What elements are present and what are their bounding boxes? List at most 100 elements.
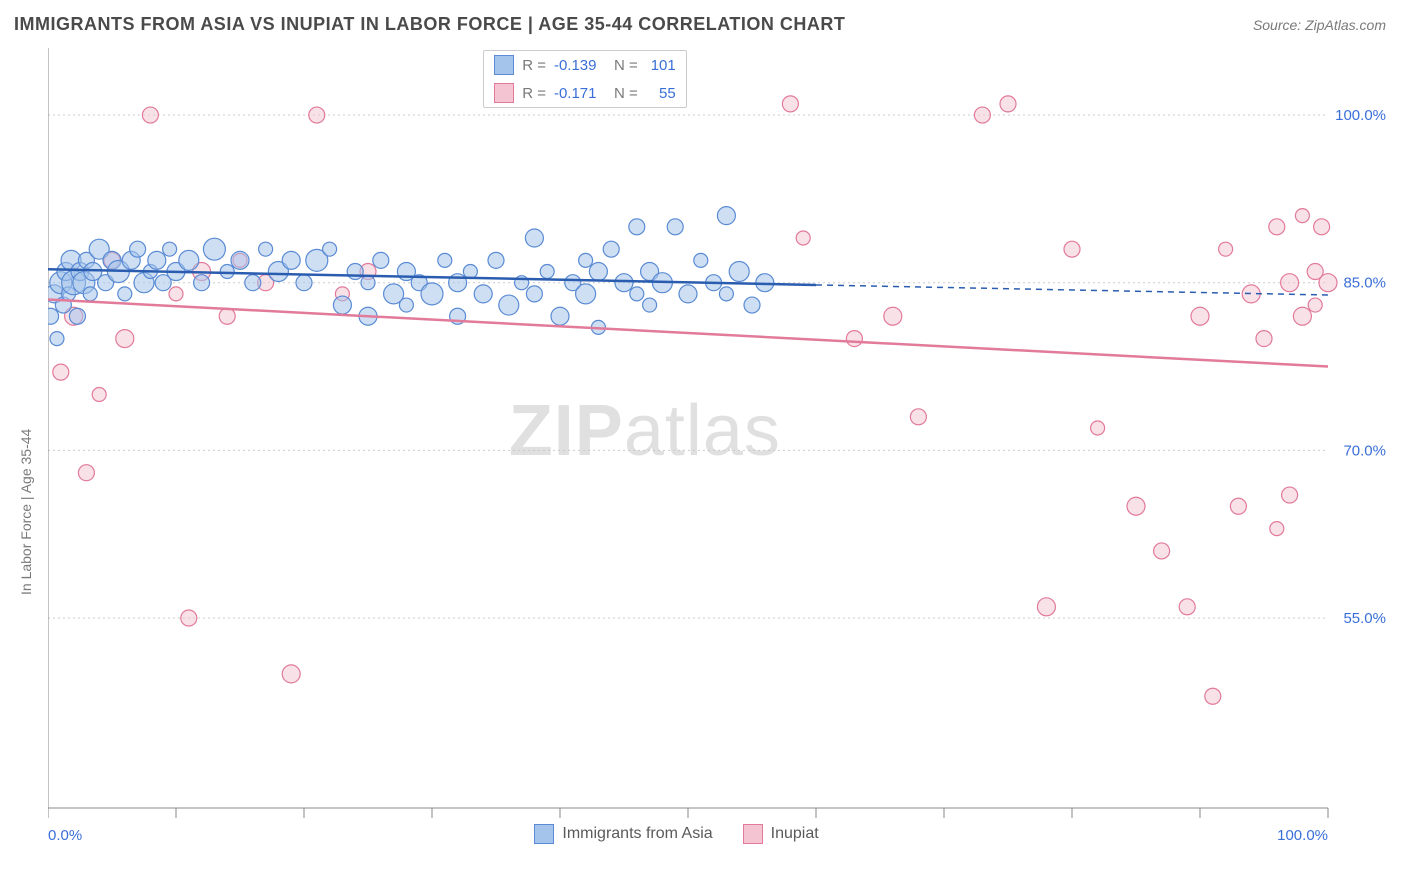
x-tick-label: 100.0% (1277, 827, 1328, 844)
data-point (796, 231, 810, 245)
data-point (499, 295, 519, 315)
data-point (78, 465, 94, 481)
data-point (373, 252, 389, 268)
y-tick-label: 70.0% (1343, 442, 1386, 459)
data-point (309, 107, 325, 123)
legend-n-label: N = (614, 85, 638, 102)
data-point (589, 263, 607, 281)
data-point (323, 242, 337, 256)
data-point (974, 107, 990, 123)
legend-n-value: 55 (646, 85, 676, 102)
data-point (1293, 307, 1311, 325)
data-point (1281, 274, 1299, 292)
y-axis-label: In Labor Force | Age 35-44 (18, 429, 34, 595)
data-point (118, 287, 132, 301)
data-point (282, 251, 300, 269)
data-point (579, 253, 593, 267)
data-point (884, 307, 902, 325)
data-point (438, 253, 452, 267)
data-point (463, 265, 477, 279)
data-point (1256, 331, 1272, 347)
series-legend: Immigrants from Asia Inupiat (534, 824, 818, 844)
data-point (83, 287, 97, 301)
scatter-chart: 55.0% 70.0% 85.0% 100.0% 0.0% 100.0% (48, 48, 1390, 848)
data-point (1270, 522, 1284, 536)
data-point (1000, 96, 1016, 112)
correlation-legend: R =-0.139N =101R =-0.171N =55 (483, 50, 687, 108)
data-point (1308, 298, 1322, 312)
legend-r-label: R = (522, 85, 546, 102)
data-point (203, 238, 225, 260)
data-point (643, 298, 657, 312)
data-point (679, 285, 697, 303)
data-point (421, 283, 443, 305)
data-point (729, 262, 749, 282)
data-point (1319, 274, 1337, 292)
data-point (53, 364, 69, 380)
data-point (782, 96, 798, 112)
data-point (1037, 598, 1055, 616)
data-point (1091, 421, 1105, 435)
legend-swatch (743, 824, 763, 844)
data-point (1127, 497, 1145, 515)
chart-title: IMMIGRANTS FROM ASIA VS INUPIAT IN LABOR… (14, 14, 845, 35)
data-point (694, 253, 708, 267)
data-point (69, 308, 85, 324)
data-point (92, 387, 106, 401)
data-point (910, 409, 926, 425)
data-point (744, 297, 760, 313)
legend-item: Immigrants from Asia (534, 824, 712, 844)
x-tick-label: 0.0% (48, 827, 82, 844)
data-point (296, 275, 312, 291)
data-point (1282, 487, 1298, 503)
data-point (474, 285, 492, 303)
data-point (347, 264, 363, 280)
data-point (282, 665, 300, 683)
data-point (576, 284, 596, 304)
data-point (130, 241, 146, 257)
data-point (1269, 219, 1285, 235)
data-point (615, 274, 633, 292)
data-point (551, 307, 569, 325)
data-point (333, 296, 351, 314)
data-point (219, 308, 235, 324)
data-point (163, 242, 177, 256)
legend-label: Immigrants from Asia (562, 825, 712, 843)
data-point (1219, 242, 1233, 256)
legend-swatch (534, 824, 554, 844)
data-point (1154, 543, 1170, 559)
data-point (245, 275, 261, 291)
chart-container: 55.0%70.0%85.0%100.0%0.0%100.0% In Labor… (48, 48, 1390, 848)
legend-n-label: N = (614, 57, 638, 74)
data-point (259, 242, 273, 256)
data-point (717, 207, 735, 225)
data-point (526, 286, 542, 302)
legend-r-label: R = (522, 57, 546, 74)
data-point (603, 241, 619, 257)
y-tick-label: 100.0% (1335, 107, 1386, 124)
y-tick-label: 55.0% (1343, 610, 1386, 627)
data-point (540, 265, 554, 279)
data-point (1230, 498, 1246, 514)
data-point (220, 265, 234, 279)
legend-swatch (494, 83, 514, 103)
data-point (181, 610, 197, 626)
data-point (525, 229, 543, 247)
y-tick-label: 85.0% (1343, 275, 1386, 292)
data-point (1295, 209, 1309, 223)
data-point (846, 331, 862, 347)
legend-label: Inupiat (771, 825, 819, 843)
legend-row: R = -0.171 N = 55 (484, 79, 686, 107)
data-point (50, 332, 64, 346)
legend-row: R =-0.139N =101 (484, 51, 686, 79)
source-attribution: Source: ZipAtlas.com (1253, 17, 1386, 33)
data-point (399, 298, 413, 312)
data-point (488, 252, 504, 268)
data-point (194, 275, 210, 291)
data-point (1191, 307, 1209, 325)
data-point (630, 287, 644, 301)
data-point (629, 219, 645, 235)
data-point (148, 251, 166, 269)
legend-n-value: 101 (646, 57, 676, 74)
legend-r-value: -0.171 (554, 85, 606, 102)
